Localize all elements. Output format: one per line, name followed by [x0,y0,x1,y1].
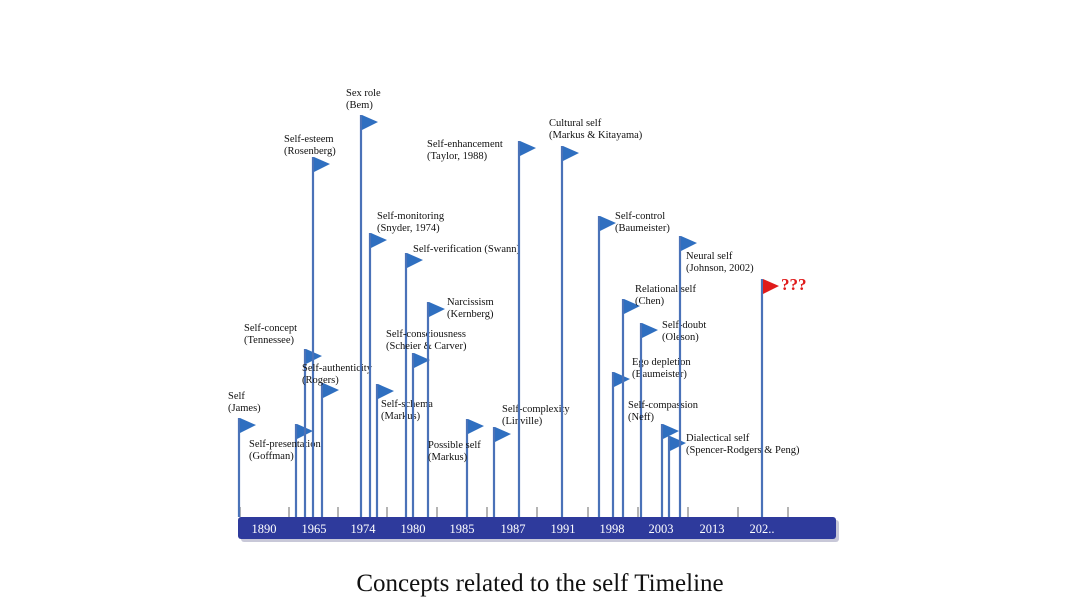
concept-label: Self-presentation (Goffman) [249,439,321,462]
red-flag-icon [763,279,779,294]
blue-flag-icon [323,383,339,398]
blue-flag-icon [240,418,256,433]
axis-year-label: 1985 [450,522,475,536]
concept-flag: Narcissism (Kernberg) [426,297,494,517]
concept-label: Cultural self (Markus & Kitayama) [549,118,643,141]
concept-label: Self-authenticity (Rogers) [302,363,373,386]
concept-flag: Self (James) [228,391,261,517]
concept-label: Self-verification (Swann) [413,244,521,255]
axis-year-label: 202.. [750,522,775,536]
concept-flag: Self-schema(Markus) [375,384,433,517]
concept-label: Self-enhancement (Taylor, 1988) [427,139,503,162]
concept-label: Self-esteem (Rosenberg) [284,134,336,157]
concept-label: Sex role (Bem) [346,88,381,111]
concept-label: Self-concept (Tennessee) [244,323,297,346]
axis-bar [238,517,836,539]
concept-label: Self-monitoring (Snyder, 1974) [377,211,445,234]
concept-flag: Sex role (Bem) [346,88,381,517]
concept-flag: Relational self (Chen) [621,284,696,517]
blue-flag-icon [378,384,394,399]
concept-label: Possible self (Markus) [428,440,481,463]
concept-flag: Self-enhancement (Taylor, 1988) [427,139,536,517]
concept-flag: Cultural self (Markus & Kitayama) [549,118,643,517]
blue-flag-icon [624,299,640,314]
blue-flag-icon [520,141,536,156]
axis-year-label: 1890 [252,522,277,536]
timeline-caption: Concepts related to the self Timeline [356,570,724,597]
blue-flag-icon [414,353,430,368]
concept-label: Self-control (Baumeister) [615,211,670,234]
concept-flag: Self-presentation (Goffman) [249,424,321,517]
axis-year-label: 1974 [351,522,377,536]
concept-flag: Self-esteem (Rosenberg) [284,134,336,517]
concept-flag: Self-consciousness (Scheier & Carver) [386,329,467,517]
future-concept-flag: ??? [760,275,807,517]
axis-year-label: 2013 [700,522,725,536]
blue-flag-icon [642,323,658,338]
blue-flag-icon [362,115,378,130]
blue-flag-icon [371,233,387,248]
axis-year-label: 1991 [551,522,576,536]
concept-flag: Self-verification (Swann) [404,244,521,517]
concept-label: Dialectical self (Spencer-Rodgers & Peng) [686,433,800,456]
concept-flag: Self-concept (Tennessee) [244,323,322,517]
blue-flag-icon [429,302,445,317]
axis-year-label: 1987 [501,522,526,536]
concept-label: Self-consciousness (Scheier & Carver) [386,329,467,352]
blue-flag-icon [407,253,423,268]
concept-label: Self-schema(Markus) [381,399,433,422]
concept-label: ??? [781,275,807,294]
axis-year-label: 1998 [600,522,625,536]
blue-flag-icon [314,157,330,172]
self-concepts-timeline: 1890 1965 1974 1980 1985 1987 1991 1998 2003 2013… [228,88,839,542]
concept-label: Relational self (Chen) [635,284,696,307]
concept-flag: Self-monitoring (Snyder, 1974) [368,211,445,517]
concept-label: Neural self (Johnson, 2002) [686,251,754,274]
concept-flag: Possible self (Markus) [428,419,484,517]
concept-label: Ego depletion (Baumeister) [632,357,691,380]
concept-flag: Neural self (Johnson, 2002) [678,236,754,517]
axis-year-label: 1980 [401,522,426,536]
concept-flag: Self-complexity (Linville) [492,404,570,517]
blue-flag-icon [495,427,511,442]
concept-label: Narcissism (Kernberg) [447,297,494,320]
blue-flag-icon [468,419,484,434]
concept-flag: Self-control (Baumeister) [597,211,670,517]
blue-flag-icon [600,216,616,231]
concept-flag: Dialectical self (Spencer-Rodgers & Peng) [667,433,800,517]
concept-flag: Self-authenticity (Rogers) [302,363,373,517]
blue-flag-icon [681,236,697,251]
axis-year-label: 1965 [302,522,327,536]
blue-flag-icon [663,424,679,439]
concept-label: Self-complexity (Linville) [502,404,570,427]
concept-label: Self (James) [228,391,261,414]
axis-year-label: 2003 [649,522,674,536]
concept-label: Self-compassion (Neff) [628,400,699,423]
blue-flag-icon [563,146,579,161]
blue-flag-icon [670,436,686,451]
concept-label: Self-doubt(Oleson) [662,320,706,343]
concept-flag: Self-compassion (Neff) [628,400,699,517]
